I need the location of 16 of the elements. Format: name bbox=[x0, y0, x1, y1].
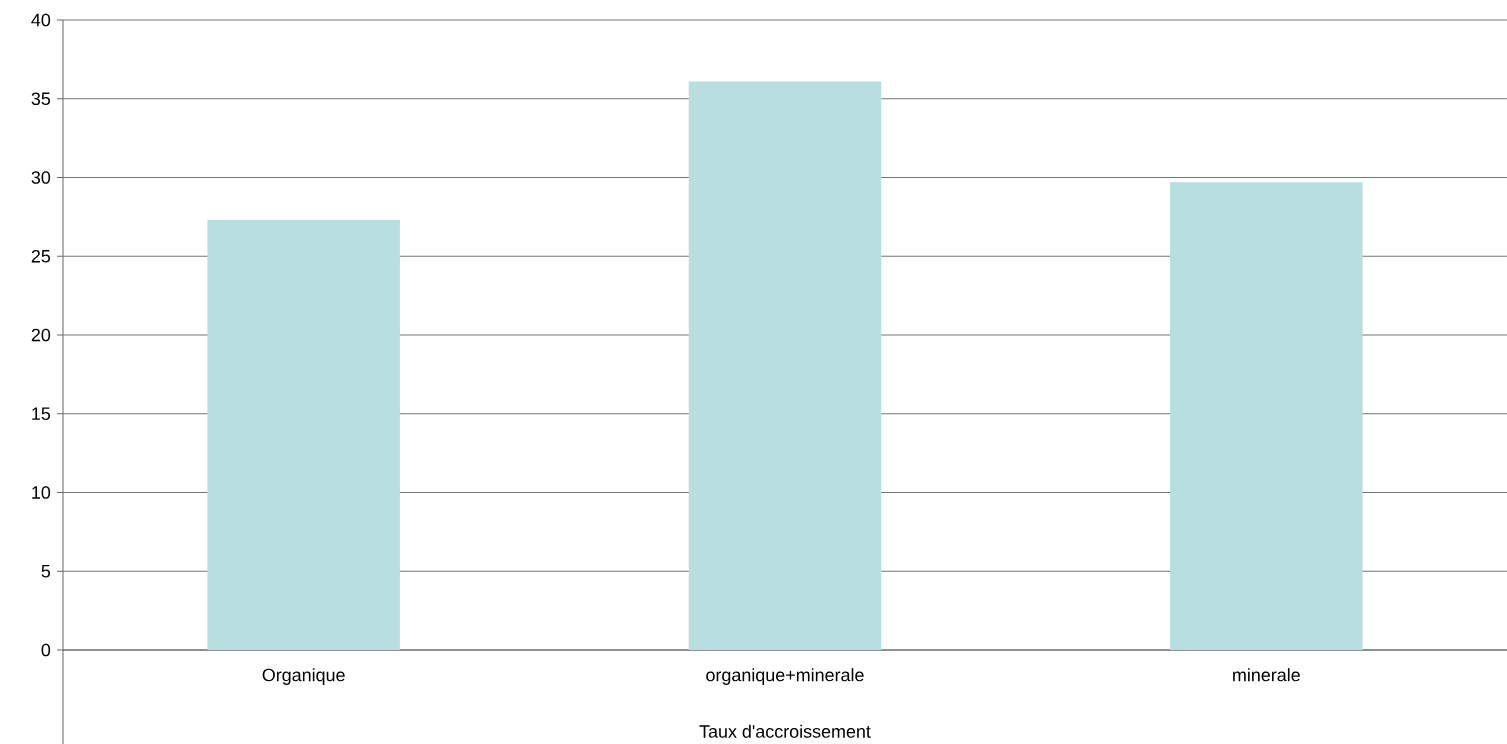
y-tick-label: 5 bbox=[41, 564, 51, 578]
bar bbox=[1170, 182, 1363, 650]
x-axis-title: Taux d'accroissement bbox=[699, 724, 871, 738]
x-tick-label: minerale bbox=[1233, 668, 1300, 682]
y-tick-label: 40 bbox=[31, 13, 51, 27]
x-tick-label: organique+minerale bbox=[706, 668, 864, 685]
x-tick-label: Organique bbox=[262, 668, 345, 685]
y-tick-label: 15 bbox=[32, 407, 51, 420]
y-tick-label: 20 bbox=[31, 328, 51, 342]
bar bbox=[688, 81, 882, 650]
y-tick-label: 0 bbox=[41, 643, 51, 657]
bar bbox=[207, 220, 400, 650]
y-tick-label: 35 bbox=[31, 92, 51, 106]
y-tick-label: 10 bbox=[32, 486, 51, 499]
y-tick-label: 25 bbox=[31, 249, 51, 263]
y-tick-label: 30 bbox=[31, 171, 51, 184]
